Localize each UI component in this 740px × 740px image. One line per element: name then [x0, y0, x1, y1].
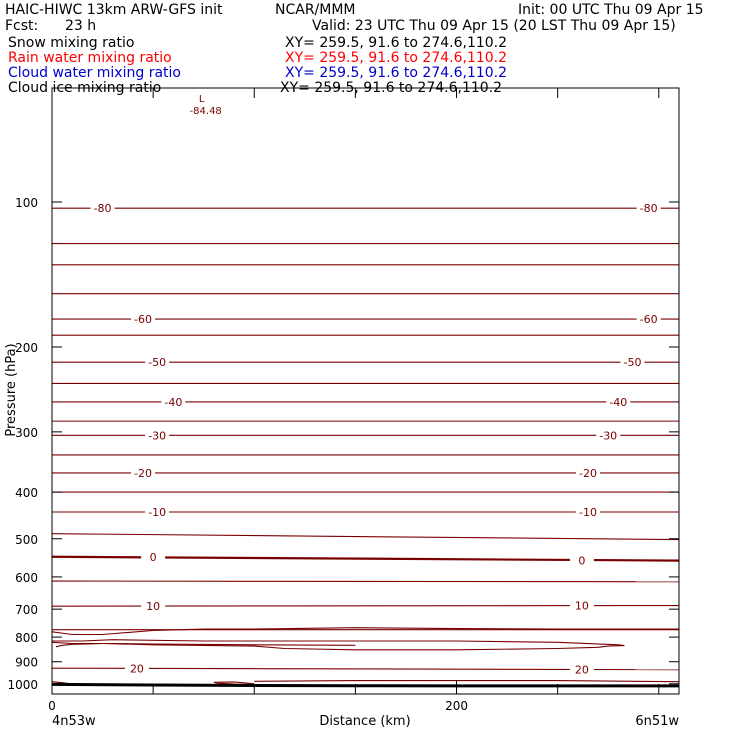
contour-label: -60: [640, 313, 658, 326]
contour-label: -80: [640, 202, 658, 215]
field-name-rain: Rain water mixing ratio: [8, 50, 172, 66]
contour-label: 10: [575, 600, 589, 613]
start-point-label: 4n53w: [52, 714, 96, 729]
isotherm-line: [52, 533, 679, 541]
ground-surface-line: [52, 682, 679, 688]
contour-label: -10: [148, 506, 166, 519]
end-point-label: 6n51w: [635, 714, 679, 729]
contour-label: -50: [148, 356, 166, 369]
org-label: NCAR/MMM: [275, 2, 356, 18]
low-marker-value: -84.48: [190, 106, 222, 117]
contour-label-bg: [141, 551, 166, 564]
contour-label: -40: [609, 396, 627, 409]
y-tick-label: 400: [15, 486, 38, 500]
contour-label-bg: [141, 600, 166, 613]
y-axis-title: Pressure (hPa): [4, 343, 19, 436]
contour-label: 20: [130, 663, 144, 676]
field-xy-cloud-water: XY= 259.5, 91.6 to 274.6,110.2: [285, 65, 508, 81]
field-name-cloud-water: Cloud water mixing ratio: [8, 65, 181, 81]
contour-label-bg: [596, 429, 621, 442]
y-tick-label: 900: [15, 656, 38, 670]
field-xy-snow: XY= 259.5, 91.6 to 274.6,110.2: [285, 35, 508, 51]
contour-label-bg: [161, 395, 186, 408]
contour-label-bg: [124, 662, 149, 675]
contour-label-bg: [131, 466, 156, 479]
contour-label: 0: [150, 551, 157, 564]
contour-label-bg: [569, 663, 594, 676]
contour-label-bg: [145, 506, 170, 519]
x-axis-title: Distance (km): [319, 714, 410, 729]
forecast-label: Fcst:: [5, 18, 39, 34]
contour-label-bg: [569, 554, 594, 567]
contour-label: 0: [578, 555, 585, 568]
contour-label-layer: -80 -80 -60 -60 -50 -50 -40 -40 -30 -30 -20 -20 -10 -…: [90, 94, 661, 677]
contour-label-bg: [636, 313, 661, 326]
init-time: Init: 00 UTC Thu 09 Apr 15: [518, 2, 704, 18]
field-name-snow: Snow mixing ratio: [8, 35, 135, 51]
contour-label-bg: [569, 599, 594, 612]
contour-label: 10: [146, 600, 160, 613]
valid-time: Valid: 23 UTC Thu 09 Apr 15 (20 LST Thu …: [312, 18, 676, 34]
contour-label-bg: [145, 356, 170, 369]
contour-label-bg: [575, 466, 600, 479]
contour-layer: [52, 88, 679, 688]
contour-line: [55, 642, 356, 648]
contour-label-bg: [606, 395, 631, 408]
contour-line: [254, 680, 679, 683]
contour-label: 20: [575, 664, 589, 677]
contour-label: -20: [134, 467, 152, 480]
contour-label-bg: [620, 356, 645, 369]
x-tick-label: 0: [48, 699, 56, 713]
contour-label: -60: [134, 313, 152, 326]
y-tick-label: 1000: [7, 678, 38, 692]
contour-label: -80: [94, 202, 112, 215]
y-tick-label: 600: [15, 571, 38, 585]
contour-line: [52, 639, 625, 651]
contour-label-bg: [575, 506, 600, 519]
y-tick-label: 300: [15, 426, 38, 440]
contour-label: -40: [164, 396, 182, 409]
contour-label: -10: [579, 506, 597, 519]
y-tick-label: 200: [15, 341, 38, 355]
contour-label: -20: [579, 467, 597, 480]
x-tick-label: 200: [445, 699, 468, 713]
forecast-hour: 23 h: [65, 18, 97, 34]
low-marker-symbol: L: [199, 94, 205, 105]
contour-label-bg: [636, 202, 661, 215]
plot-frame: [51, 87, 680, 695]
y-tick-label: 800: [15, 631, 38, 645]
contour-label: -30: [599, 429, 617, 442]
contour-label-bg: [145, 429, 170, 442]
contour-line: [52, 627, 679, 636]
field-xy-rain: XY= 259.5, 91.6 to 274.6,110.2: [285, 50, 508, 66]
contour-label-bg: [90, 202, 115, 215]
isotherm-line: [52, 580, 679, 583]
contour-label: -30: [148, 429, 166, 442]
model-title: HAIC-HIWC 13km ARW-GFS init: [5, 2, 223, 18]
y-tick-label: 100: [15, 196, 38, 210]
contour-label: -50: [623, 356, 641, 369]
y-tick-label: 700: [15, 603, 38, 617]
contour-label-bg: [131, 313, 156, 326]
y-tick-label: 500: [15, 533, 38, 547]
